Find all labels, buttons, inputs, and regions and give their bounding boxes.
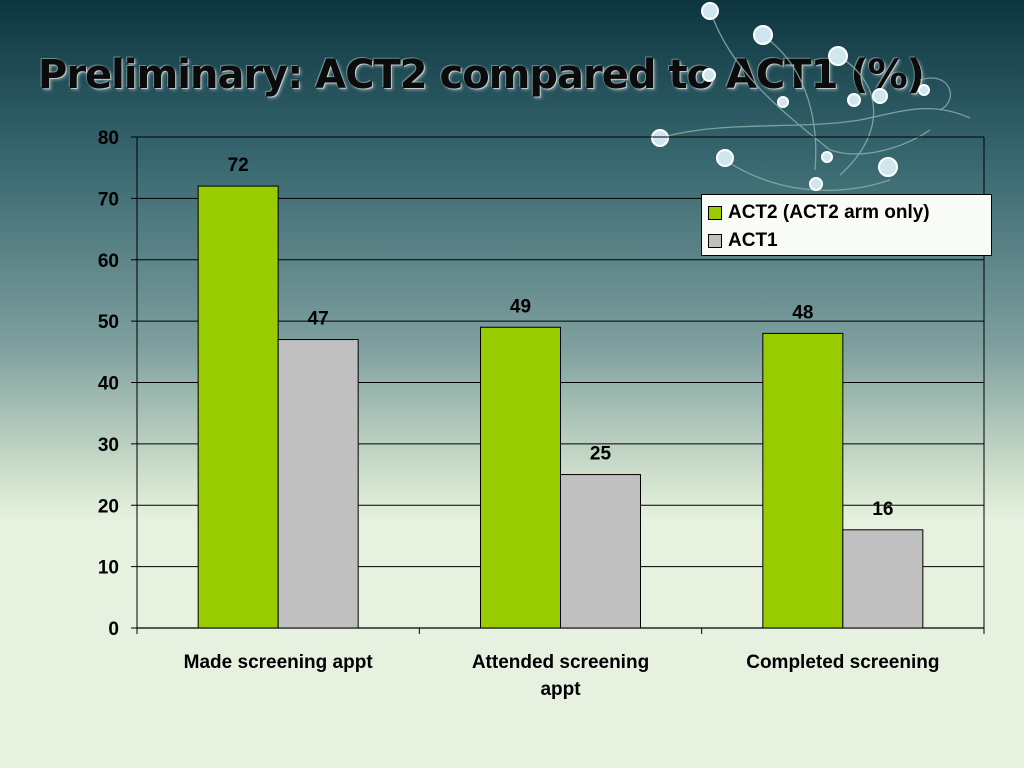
legend-item-act1: ACT1 — [708, 227, 985, 255]
bar — [277, 339, 359, 629]
y-tick-label: 10 — [98, 558, 119, 579]
legend-label-act1: ACT1 — [728, 230, 778, 251]
bar — [762, 332, 844, 629]
legend-label-act2: ACT2 (ACT2 arm only) — [728, 202, 930, 223]
x-tick-label: Attended screening — [472, 652, 649, 673]
y-tick-label: 30 — [98, 435, 119, 456]
y-tick-label: 70 — [98, 189, 119, 210]
x-tick-label: appt — [540, 679, 581, 700]
y-tick-label: 0 — [108, 619, 119, 640]
slide-title: Preliminary: ACT2 compared to ACT1 (%) — [38, 52, 925, 98]
y-tick-label: 20 — [98, 496, 119, 517]
legend-item-act2: ACT2 (ACT2 arm only) — [708, 199, 985, 227]
data-label: 49 — [510, 296, 531, 317]
legend-swatch-act1 — [708, 234, 722, 248]
bar — [197, 185, 279, 629]
decorative-swirl-ornament — [651, 2, 971, 216]
data-label: 25 — [590, 444, 612, 465]
x-tick-label: Made screening appt — [184, 652, 374, 673]
legend-swatch-act2 — [708, 206, 722, 220]
bar — [480, 326, 561, 629]
data-label: 47 — [308, 309, 329, 330]
data-label: 16 — [872, 499, 893, 520]
data-label: 48 — [792, 302, 813, 323]
data-label: 72 — [228, 155, 249, 176]
bar — [560, 474, 641, 629]
y-tick-label: 40 — [98, 374, 119, 395]
y-tick-label: 60 — [98, 251, 119, 272]
chart-legend: ACT2 (ACT2 arm only) ACT1 — [701, 194, 992, 256]
y-tick-label: 80 — [98, 128, 119, 149]
bar — [842, 529, 924, 629]
y-tick-label: 50 — [98, 312, 119, 333]
x-tick-label: Completed screening — [746, 652, 939, 673]
